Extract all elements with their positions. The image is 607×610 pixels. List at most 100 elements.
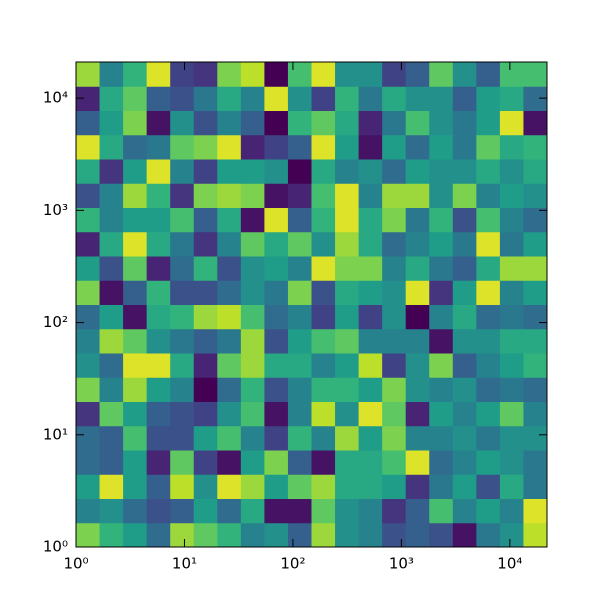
- cell: [452, 377, 477, 402]
- cell: [99, 425, 124, 451]
- cell: [76, 159, 101, 184]
- cell: [335, 474, 360, 499]
- cell: [358, 522, 383, 548]
- cell: [358, 498, 383, 524]
- cell: [287, 450, 312, 475]
- cell: [193, 377, 218, 402]
- cell: [335, 62, 360, 87]
- cell: [358, 183, 383, 208]
- cell: [146, 256, 171, 281]
- cell: [311, 377, 336, 402]
- cell: [311, 450, 336, 475]
- cell: [405, 377, 430, 402]
- cell: [476, 522, 501, 548]
- cell: [287, 134, 312, 160]
- cell: [146, 353, 171, 378]
- cell: [170, 474, 195, 499]
- cell: [429, 522, 454, 548]
- cell: [523, 377, 548, 402]
- cell: [264, 450, 289, 475]
- cell: [123, 304, 148, 330]
- cell: [76, 207, 101, 233]
- cell: [123, 522, 148, 548]
- cell: [217, 328, 242, 354]
- cell: [287, 498, 312, 524]
- cell: [311, 522, 336, 548]
- cell: [193, 280, 218, 305]
- cell: [476, 207, 501, 233]
- cell: [311, 256, 336, 281]
- cell: [240, 183, 265, 208]
- cell: [193, 183, 218, 208]
- cell: [405, 86, 430, 111]
- x-tick-label: 10⁰: [63, 555, 88, 573]
- cell: [358, 86, 383, 111]
- cell: [499, 328, 524, 354]
- cell: [476, 256, 501, 281]
- cell: [358, 474, 383, 499]
- cell: [382, 159, 407, 184]
- cell: [476, 159, 501, 184]
- cell: [382, 110, 407, 136]
- cell: [523, 280, 548, 305]
- cell: [311, 231, 336, 257]
- cell: [99, 450, 124, 475]
- cell: [405, 474, 430, 499]
- cell: [335, 498, 360, 524]
- cell: [335, 304, 360, 330]
- cell: [499, 377, 524, 402]
- cell: [99, 280, 124, 305]
- cell: [452, 450, 477, 475]
- cell: [264, 86, 289, 111]
- cell: [335, 522, 360, 548]
- cell: [311, 159, 336, 184]
- y-tick-label: 10¹: [43, 425, 68, 443]
- cell: [405, 110, 430, 136]
- cell: [217, 256, 242, 281]
- cell: [358, 377, 383, 402]
- cell: [311, 304, 336, 330]
- cell: [476, 377, 501, 402]
- cell: [335, 134, 360, 160]
- cell: [499, 425, 524, 451]
- cell: [99, 401, 124, 427]
- cell: [429, 159, 454, 184]
- cell: [405, 353, 430, 378]
- cell: [193, 207, 218, 233]
- cell: [99, 328, 124, 354]
- cell: [240, 304, 265, 330]
- cell: [264, 474, 289, 499]
- cell: [170, 522, 195, 548]
- cell: [240, 62, 265, 87]
- cell: [99, 377, 124, 402]
- y-tick-label: 10⁰: [43, 538, 68, 556]
- cell: [217, 159, 242, 184]
- cell: [123, 231, 148, 257]
- cell: [476, 86, 501, 111]
- cell: [146, 450, 171, 475]
- cell: [311, 328, 336, 354]
- cell: [499, 207, 524, 233]
- cell: [311, 134, 336, 160]
- cell: [452, 280, 477, 305]
- cell: [429, 110, 454, 136]
- y-tick-label: 10²: [43, 313, 68, 331]
- cell: [452, 159, 477, 184]
- cell: [499, 256, 524, 281]
- cell: [452, 134, 477, 160]
- x-tick-label: 10¹: [172, 555, 197, 573]
- cell: [240, 207, 265, 233]
- cell: [99, 86, 124, 111]
- cell: [76, 256, 101, 281]
- cell: [382, 62, 407, 87]
- cell: [193, 159, 218, 184]
- cell: [217, 134, 242, 160]
- cell: [146, 62, 171, 87]
- cell: [264, 522, 289, 548]
- cell: [146, 522, 171, 548]
- cell: [217, 231, 242, 257]
- cell: [123, 110, 148, 136]
- cell: [217, 86, 242, 111]
- cell: [146, 425, 171, 451]
- cell: [429, 86, 454, 111]
